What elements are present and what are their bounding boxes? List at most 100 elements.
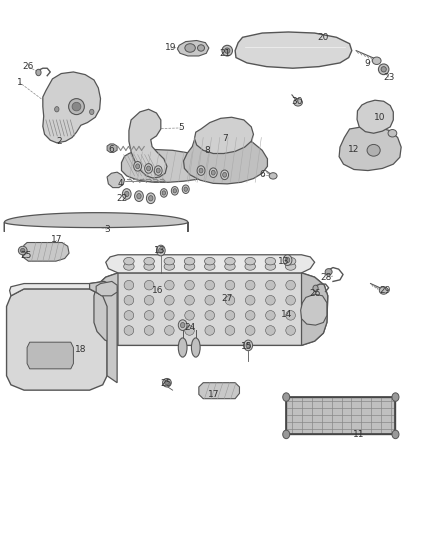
Ellipse shape [205,280,215,290]
Ellipse shape [55,107,59,112]
Ellipse shape [69,99,84,115]
Ellipse shape [36,69,41,76]
Ellipse shape [205,326,215,335]
Polygon shape [301,294,327,325]
Ellipse shape [392,430,399,439]
Ellipse shape [221,170,229,180]
Ellipse shape [367,144,380,156]
Ellipse shape [144,311,154,320]
Ellipse shape [225,263,235,270]
Polygon shape [339,127,401,171]
Text: 1: 1 [17,78,23,87]
Polygon shape [107,144,117,152]
Ellipse shape [180,322,185,328]
Ellipse shape [266,295,275,305]
Ellipse shape [144,326,154,335]
Text: 2: 2 [56,137,62,146]
Ellipse shape [265,257,276,265]
Ellipse shape [165,280,174,290]
Ellipse shape [171,187,178,195]
Ellipse shape [225,295,235,305]
Text: 5: 5 [178,124,184,132]
Text: 11: 11 [353,430,364,439]
Ellipse shape [222,45,232,56]
Polygon shape [129,109,167,178]
Ellipse shape [145,164,153,173]
Text: 28: 28 [320,273,331,281]
Ellipse shape [198,45,205,51]
Ellipse shape [191,338,200,357]
Ellipse shape [124,311,134,320]
Text: 10: 10 [375,113,386,122]
Ellipse shape [269,173,277,179]
Ellipse shape [18,246,27,255]
Ellipse shape [147,166,150,171]
Ellipse shape [283,393,290,401]
Ellipse shape [185,311,194,320]
Ellipse shape [124,295,134,305]
Ellipse shape [379,287,388,294]
Ellipse shape [285,257,290,263]
Text: 29: 29 [379,286,390,295]
Text: 15: 15 [241,342,253,351]
Ellipse shape [72,102,81,111]
Text: 14: 14 [281,310,292,319]
Ellipse shape [286,280,295,290]
Polygon shape [94,273,328,345]
Ellipse shape [162,191,166,195]
Ellipse shape [149,196,153,201]
Ellipse shape [388,130,397,137]
Ellipse shape [244,340,253,351]
Polygon shape [194,117,253,154]
Text: 4: 4 [118,180,123,188]
Ellipse shape [163,378,171,387]
Ellipse shape [199,168,203,173]
Ellipse shape [381,67,386,72]
Ellipse shape [285,263,296,270]
Ellipse shape [185,326,194,335]
Text: 22: 22 [117,194,128,203]
Ellipse shape [164,257,175,265]
Ellipse shape [144,280,154,290]
Ellipse shape [154,166,162,175]
Ellipse shape [246,311,255,320]
Text: 3: 3 [104,225,110,233]
Ellipse shape [212,170,215,175]
Text: 30: 30 [291,97,303,106]
Ellipse shape [178,338,187,357]
Ellipse shape [124,257,134,265]
Text: 25: 25 [160,379,172,388]
Polygon shape [7,289,107,390]
Ellipse shape [156,168,160,173]
Text: 26: 26 [23,62,34,71]
Ellipse shape [245,257,256,265]
Text: 26: 26 [309,289,320,297]
Ellipse shape [266,280,275,290]
Ellipse shape [164,263,175,270]
Ellipse shape [246,280,255,290]
Ellipse shape [205,257,215,265]
Text: 19: 19 [165,44,176,52]
Polygon shape [43,72,101,143]
Text: 23: 23 [383,73,395,82]
Text: 17: 17 [208,390,220,399]
Polygon shape [357,100,393,133]
Text: 9: 9 [364,60,370,68]
Ellipse shape [165,295,174,305]
Ellipse shape [222,172,226,177]
Text: 24: 24 [184,324,196,332]
Ellipse shape [294,99,302,106]
Ellipse shape [285,257,296,265]
Ellipse shape [225,257,235,265]
Polygon shape [302,273,328,345]
Ellipse shape [165,381,169,385]
Text: 16: 16 [152,286,163,295]
Text: 6: 6 [259,171,265,179]
Ellipse shape [146,193,155,204]
Ellipse shape [392,393,399,401]
Polygon shape [96,281,117,296]
Ellipse shape [266,326,275,335]
Ellipse shape [182,185,189,193]
Text: 8: 8 [205,146,211,155]
Ellipse shape [90,109,94,115]
